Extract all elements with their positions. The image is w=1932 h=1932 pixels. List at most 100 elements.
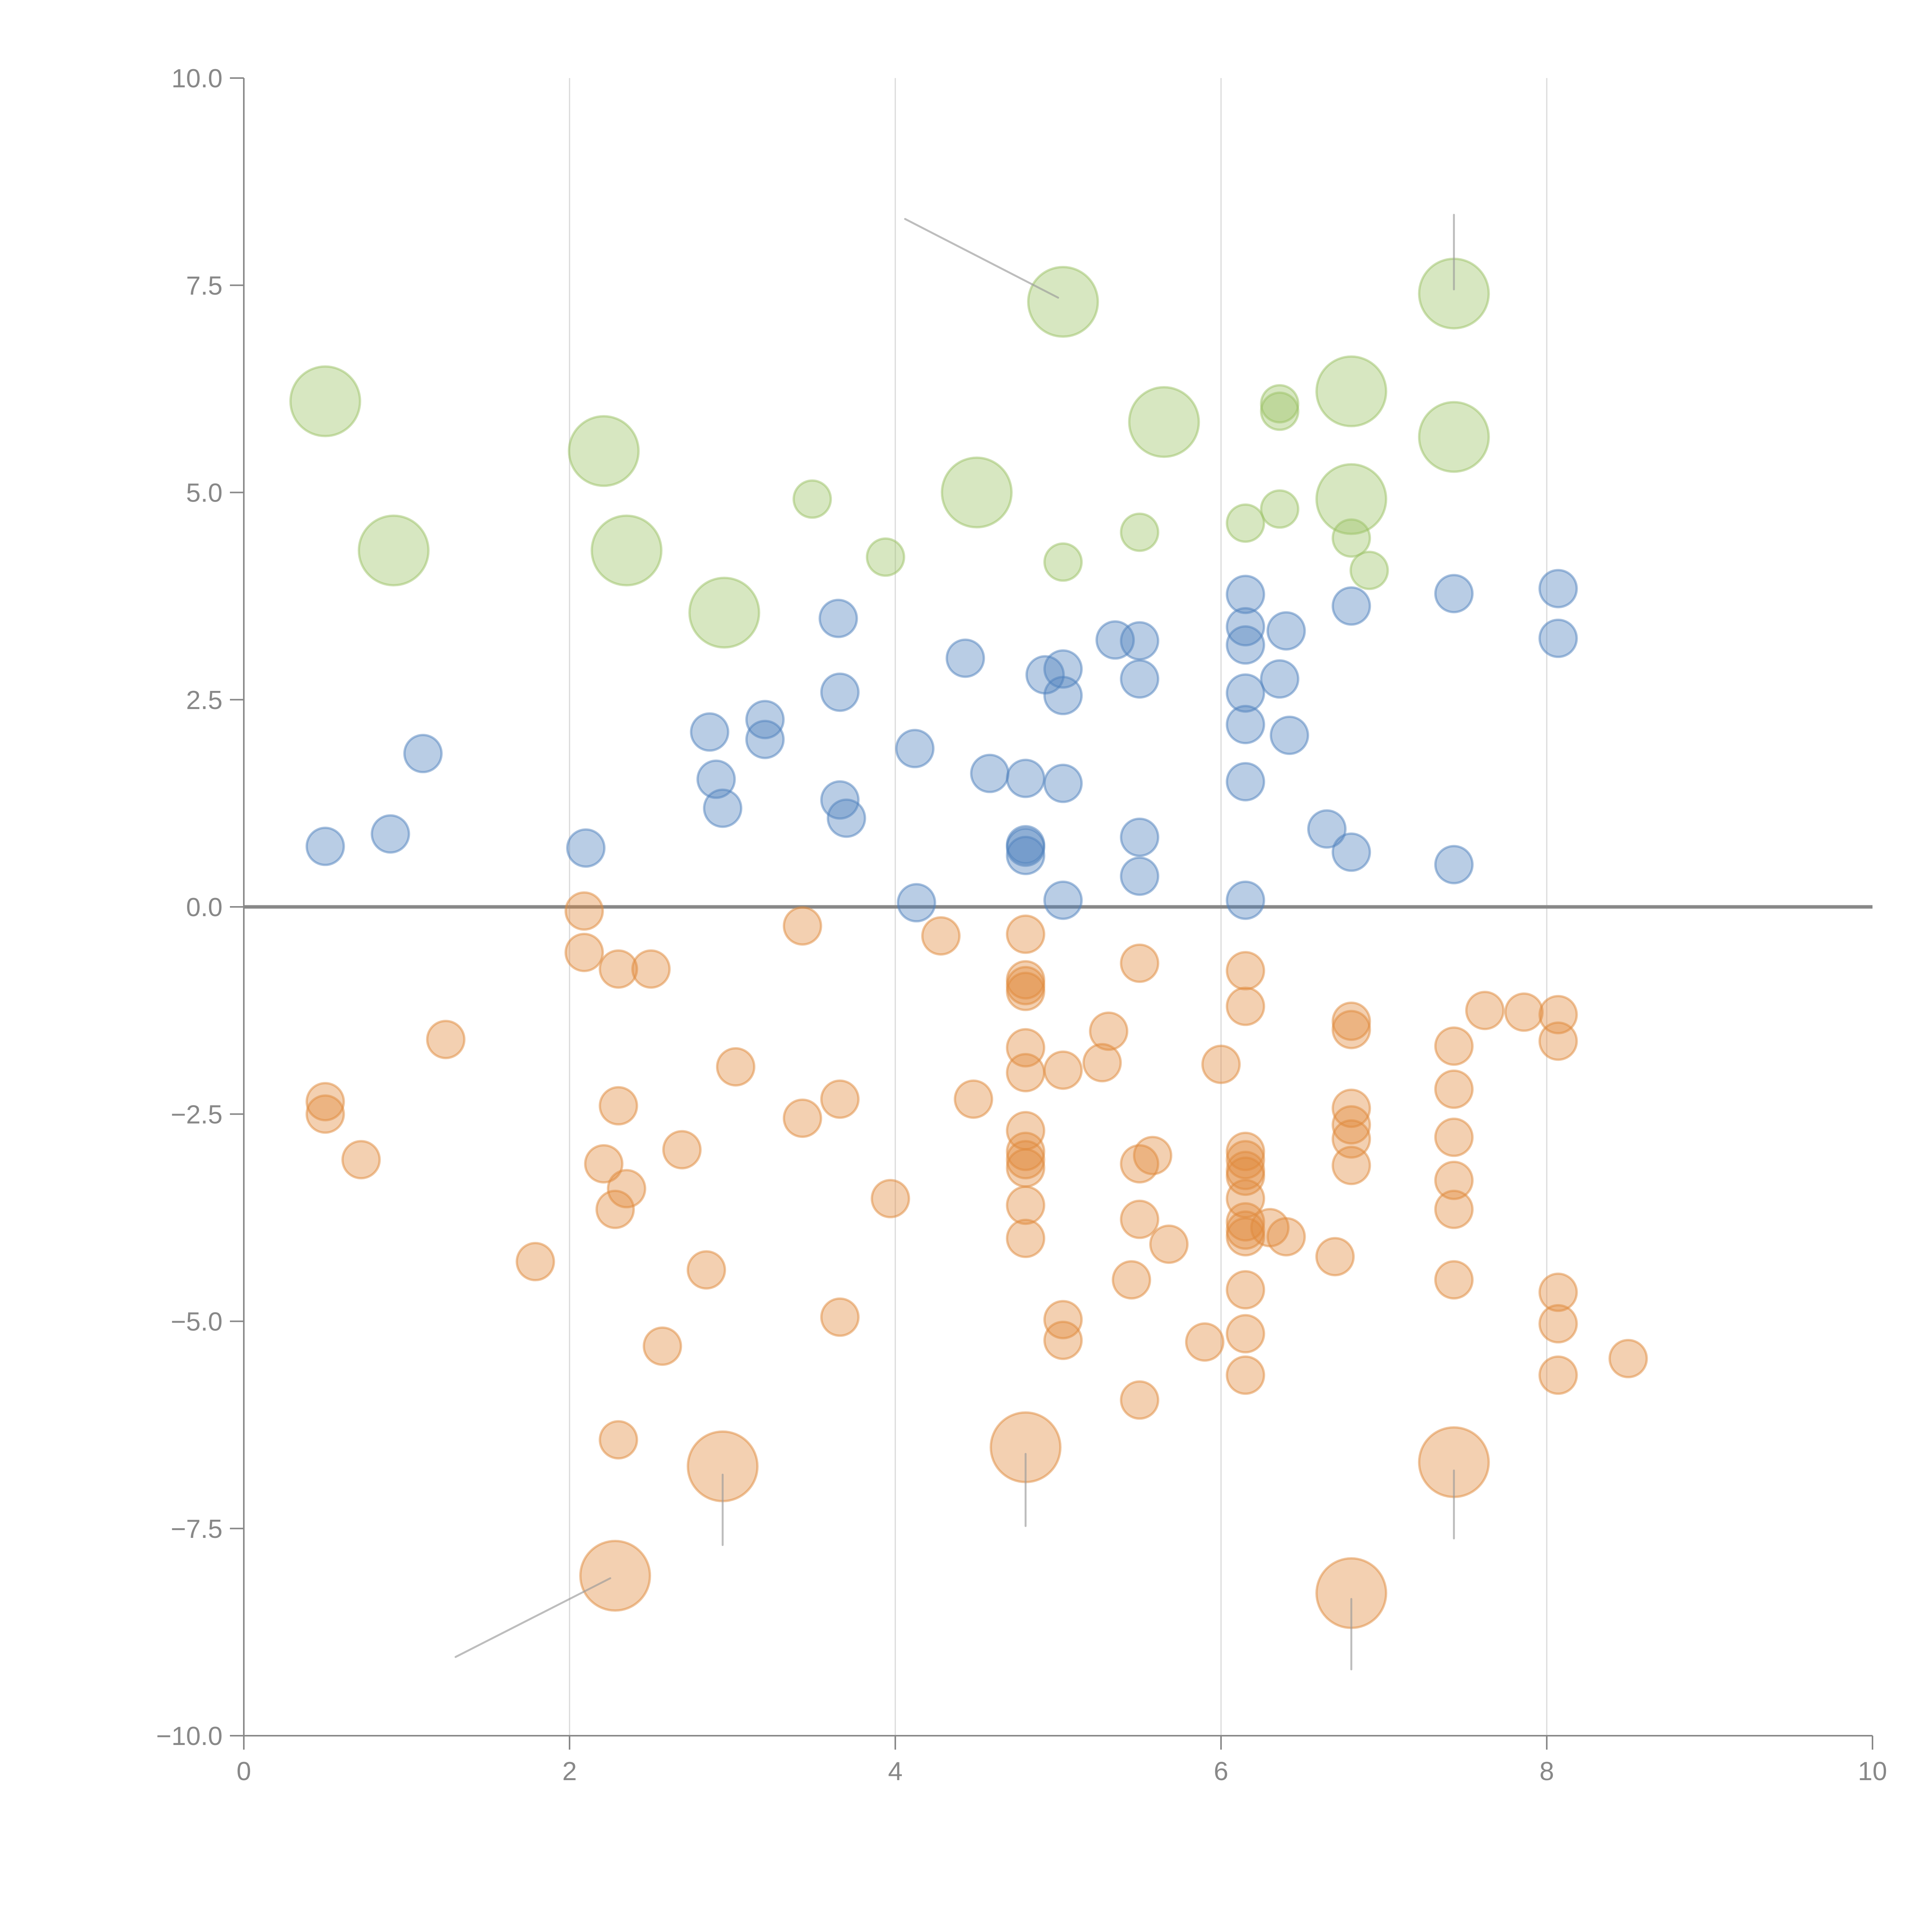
y-tick-label: −2.5 xyxy=(171,1100,223,1129)
data-point-blue xyxy=(690,712,730,752)
data-point-orange xyxy=(662,1130,702,1170)
data-point-orange xyxy=(782,1098,822,1138)
data-point-blue xyxy=(827,798,866,838)
data-point-green xyxy=(1418,401,1490,473)
data-point-orange xyxy=(1043,1300,1083,1340)
data-point-orange xyxy=(782,906,822,946)
data-point-blue xyxy=(1226,880,1265,920)
data-point-blue xyxy=(896,883,936,923)
data-point-orange xyxy=(426,1020,466,1060)
data-point-orange xyxy=(1266,1217,1306,1257)
data-point-blue xyxy=(1434,845,1474,884)
data-point-orange xyxy=(1315,1237,1355,1277)
data-point-blue xyxy=(1332,586,1371,626)
data-point-orange xyxy=(820,1079,860,1119)
data-point-orange xyxy=(1538,1304,1578,1344)
data-point-green xyxy=(590,514,663,587)
data-point-blue xyxy=(1538,569,1578,609)
data-point-blue xyxy=(895,729,935,769)
data-point-orange xyxy=(1465,991,1505,1031)
data-point-green xyxy=(1315,463,1388,535)
data-point-orange xyxy=(1006,1219,1046,1258)
data-point-orange xyxy=(643,1326,682,1366)
data-point-orange xyxy=(1434,1069,1474,1109)
data-point-orange xyxy=(1089,1011,1129,1051)
y-tick-label: 10.0 xyxy=(172,64,223,93)
data-point-orange xyxy=(515,1242,555,1282)
y-tick-label: 7.5 xyxy=(186,271,223,300)
data-point-blue xyxy=(1120,856,1160,896)
data-point-blue xyxy=(1332,832,1371,872)
y-tick-label: −10.0 xyxy=(156,1721,223,1751)
data-point-orange xyxy=(1434,1260,1474,1300)
data-point-blue xyxy=(1006,759,1046,798)
data-point-orange xyxy=(341,1140,381,1180)
data-point-orange xyxy=(1201,1044,1241,1084)
data-point-orange xyxy=(631,949,671,989)
data-point-blue xyxy=(946,638,985,678)
data-point-orange xyxy=(1538,1355,1578,1395)
data-point-orange xyxy=(716,1047,755,1087)
data-point-blue xyxy=(970,753,1010,793)
data-point-orange xyxy=(599,1420,638,1460)
data-point-orange xyxy=(1538,1272,1578,1312)
data-point-blue xyxy=(818,599,858,638)
data-point-green xyxy=(940,456,1013,529)
data-point-orange xyxy=(1226,1156,1265,1196)
data-point-blue xyxy=(403,734,443,774)
data-point-orange xyxy=(1006,1140,1046,1180)
data-point-orange xyxy=(1112,1260,1151,1300)
data-point-orange xyxy=(1332,1010,1371,1049)
data-point-blue xyxy=(1434,574,1474,614)
data-point-blue xyxy=(1043,880,1083,920)
data-point-green xyxy=(568,415,640,487)
data-point-orange xyxy=(1006,1053,1046,1092)
annotation-leader-lines xyxy=(454,214,1455,1670)
data-point-blue xyxy=(1120,659,1160,699)
data-point-orange xyxy=(1504,992,1544,1032)
data-point-orange xyxy=(1226,1202,1265,1242)
data-point-orange xyxy=(1120,1199,1160,1239)
data-point-orange xyxy=(305,1094,345,1134)
data-point-blue xyxy=(745,719,785,759)
data-point-orange xyxy=(1332,1146,1371,1185)
data-point-orange xyxy=(579,1540,651,1612)
data-point-blue xyxy=(1307,809,1347,849)
data-point-orange xyxy=(1434,1160,1474,1200)
x-tick-label: 10 xyxy=(1858,1757,1887,1786)
data-point-blue xyxy=(1226,625,1265,665)
data-point-orange xyxy=(607,1169,646,1209)
data-point-orange xyxy=(305,1082,345,1122)
data-point-blue xyxy=(696,759,736,799)
data-point-green xyxy=(1043,542,1083,582)
data-point-green xyxy=(1315,355,1388,427)
data-point-blue xyxy=(820,672,860,712)
annotation-leader-line xyxy=(454,1577,611,1658)
data-point-blue xyxy=(1538,619,1578,658)
data-point-orange xyxy=(1226,1355,1265,1395)
data-point-orange xyxy=(1082,1043,1122,1083)
data-point-orange xyxy=(599,949,638,989)
data-point-green xyxy=(357,514,430,587)
data-point-green xyxy=(1128,386,1200,458)
data-point-green xyxy=(1349,551,1389,590)
data-point-green xyxy=(1332,518,1371,558)
data-point-green xyxy=(1260,391,1299,431)
data-point-green xyxy=(793,479,832,519)
data-point-orange xyxy=(820,1297,860,1337)
data-point-orange xyxy=(1006,914,1046,954)
data-point-orange xyxy=(1006,971,1046,1011)
data-point-orange xyxy=(1538,1021,1578,1061)
data-point-green xyxy=(1226,503,1265,543)
data-point-orange xyxy=(584,1144,624,1184)
data-point-orange xyxy=(1120,1380,1160,1420)
data-point-orange xyxy=(1226,951,1265,991)
data-point-blue xyxy=(1226,575,1265,614)
data-points xyxy=(289,257,1648,1629)
data-point-orange xyxy=(1006,1185,1046,1225)
data-point-orange xyxy=(1434,1189,1474,1229)
data-point-orange xyxy=(1043,1050,1083,1090)
x-tick-label: 6 xyxy=(1214,1757,1228,1786)
data-point-orange xyxy=(1608,1339,1648,1379)
